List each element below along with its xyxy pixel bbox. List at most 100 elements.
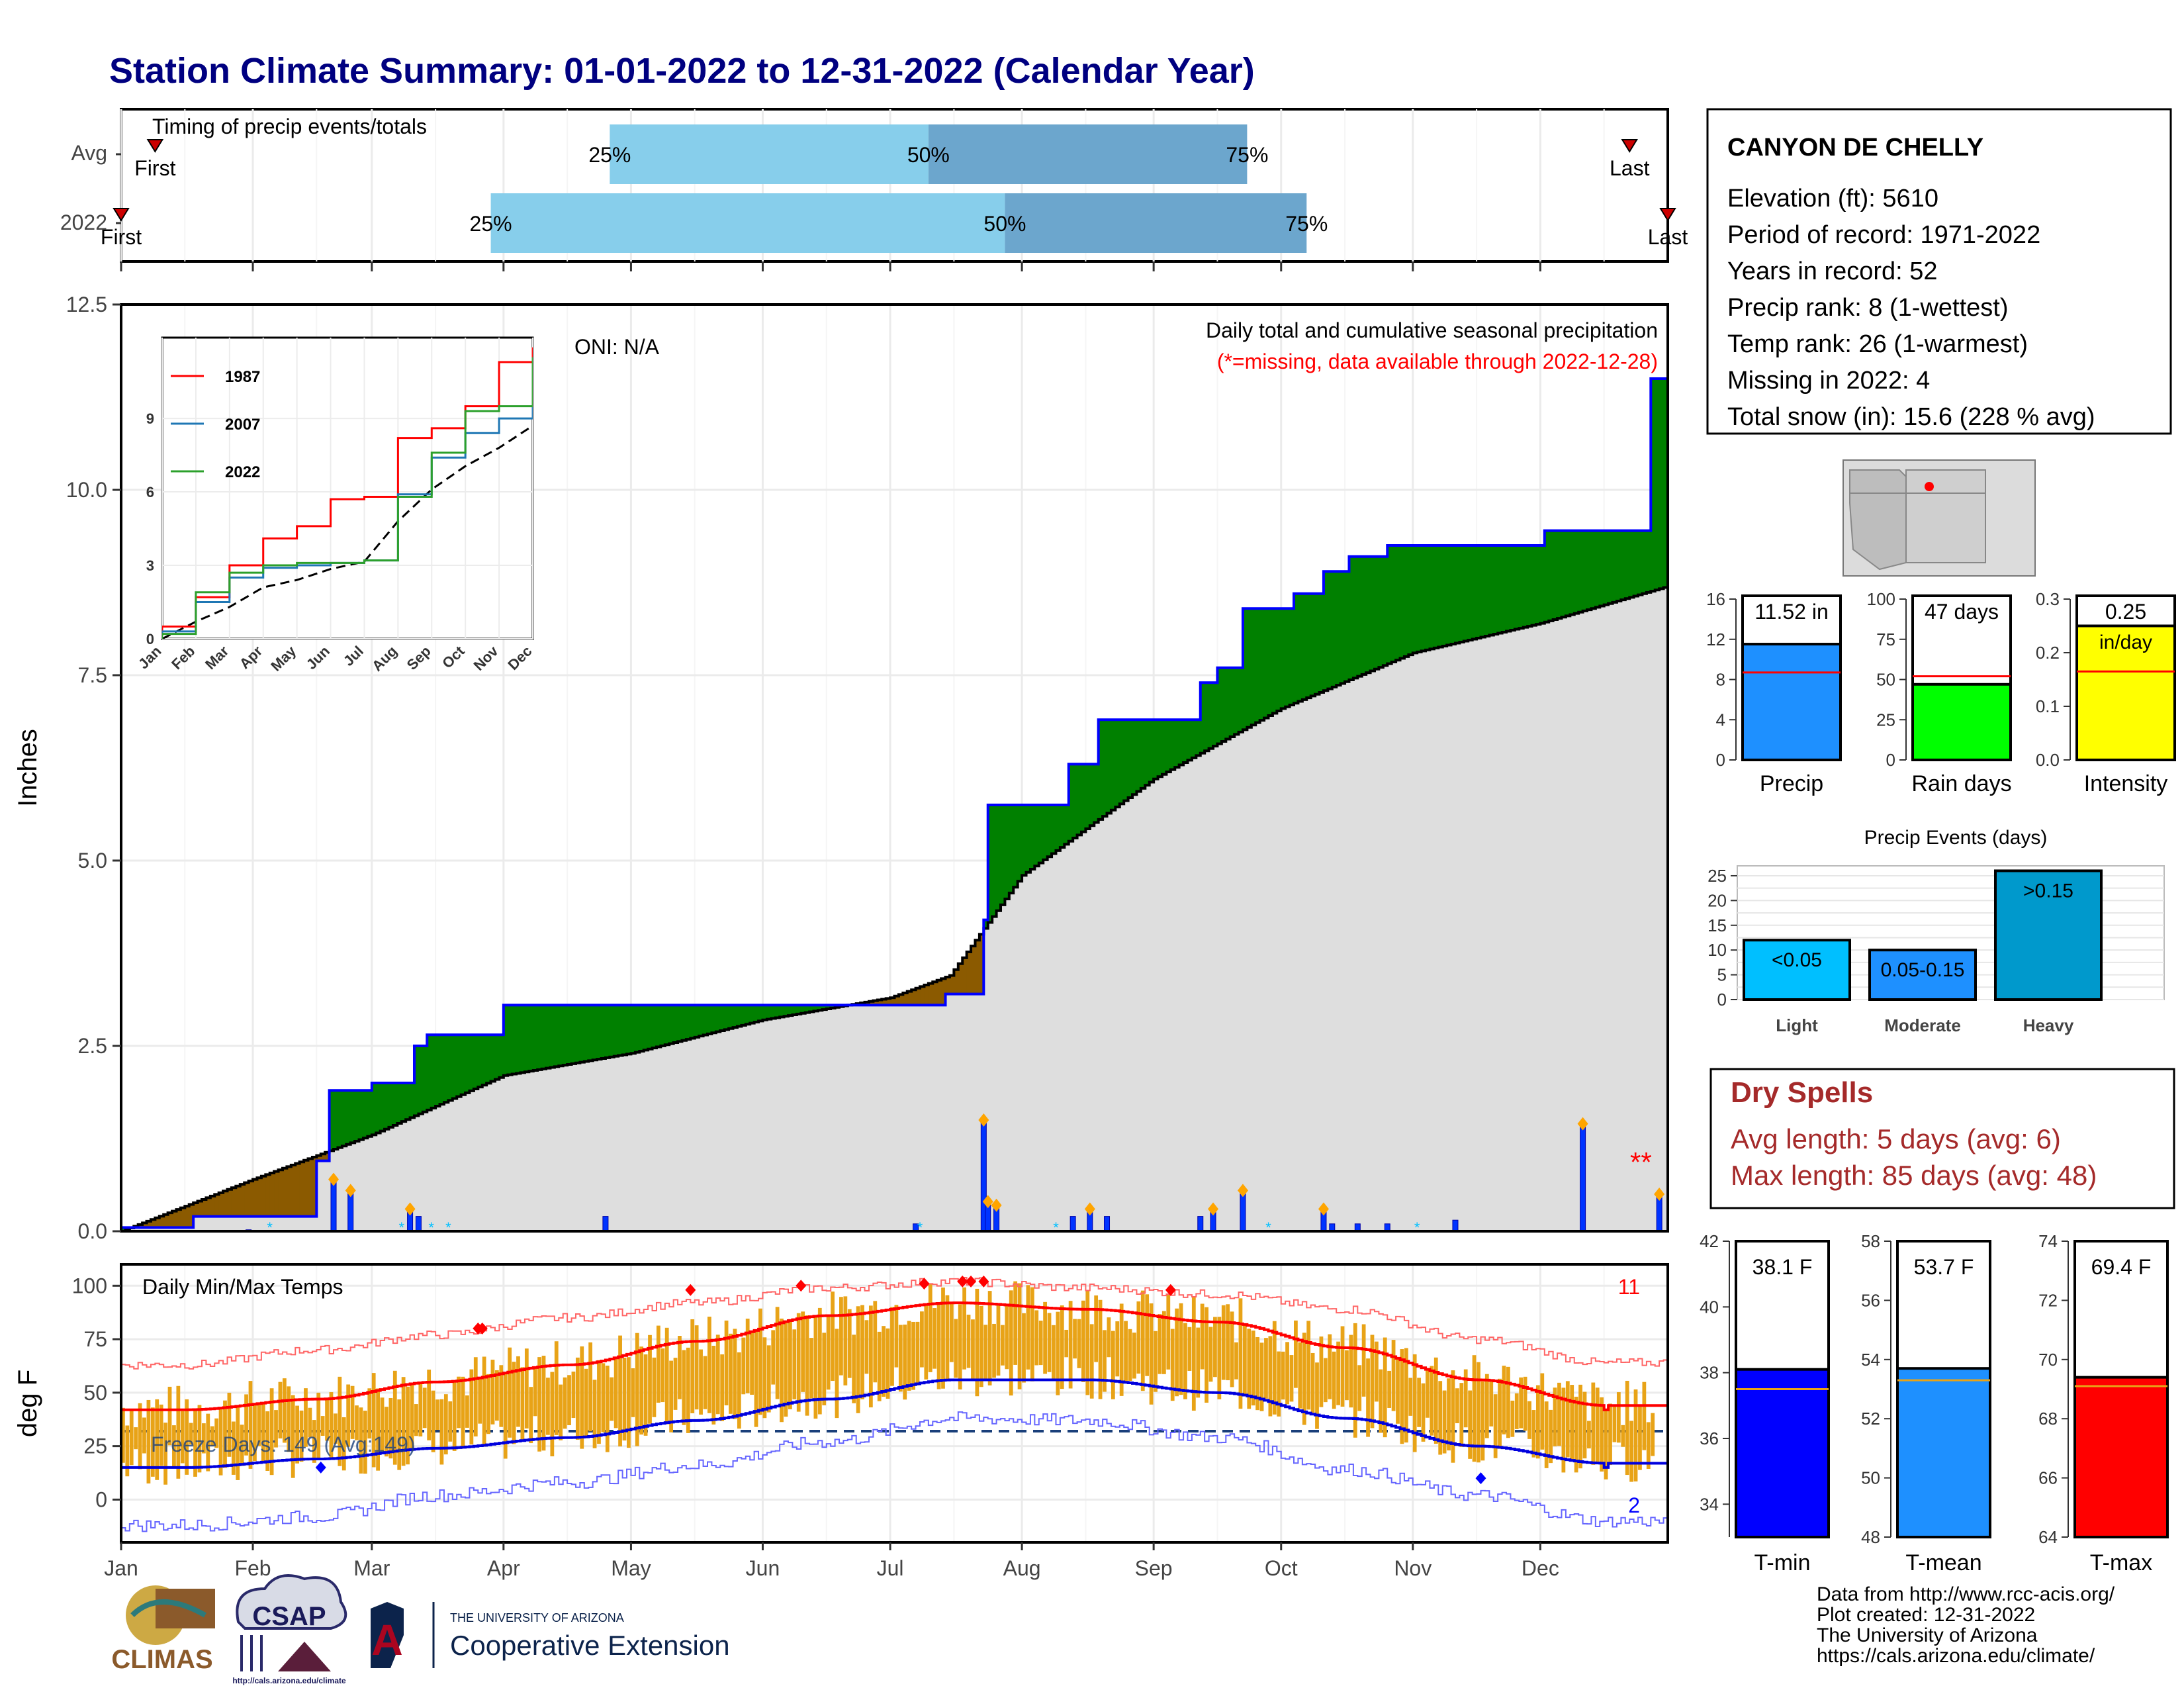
surplus-segment bbox=[1604, 530, 1609, 605]
surplus-segment bbox=[1200, 682, 1205, 753]
surplus-segment bbox=[618, 1005, 623, 1056]
daily-temp-range-bar bbox=[1183, 1323, 1187, 1399]
daily-temp-range-bar bbox=[1612, 1404, 1617, 1442]
daily-temp-range-bar bbox=[983, 1325, 988, 1380]
daily-temp-range-bar bbox=[1370, 1335, 1375, 1429]
deficit-segment bbox=[253, 1179, 258, 1217]
daily-temp-range-bar bbox=[563, 1377, 567, 1429]
surplus-segment bbox=[1272, 608, 1277, 714]
daily-temp-range-bar bbox=[159, 1404, 163, 1466]
temp-stat-value-label: 38.1 F bbox=[1752, 1255, 1813, 1279]
surplus-segment bbox=[605, 1005, 610, 1058]
deficit-segment bbox=[227, 1189, 232, 1217]
stat-tick-label: 0.0 bbox=[2036, 750, 2060, 770]
daily-temp-range-bar bbox=[1005, 1305, 1009, 1370]
daily-temp-range-bar bbox=[1527, 1401, 1531, 1439]
daily-temp-range-bar bbox=[788, 1319, 792, 1409]
daily-temp-range-bar bbox=[1349, 1335, 1353, 1408]
surplus-segment bbox=[1226, 667, 1231, 739]
daily-temp-range-bar bbox=[312, 1420, 316, 1463]
daily-temp-range-bar bbox=[1264, 1338, 1268, 1399]
timing-bar-q25-q50 bbox=[610, 124, 929, 184]
daily-temp-range-bar bbox=[490, 1360, 495, 1425]
surplus-segment bbox=[1081, 764, 1087, 832]
timing-quantile-label: 50% bbox=[983, 212, 1026, 236]
surplus-segment bbox=[503, 1005, 508, 1076]
deficit-segment bbox=[236, 1186, 241, 1217]
surplus-segment bbox=[1068, 764, 1073, 841]
daily-temp-range-bar bbox=[1306, 1321, 1311, 1410]
surplus-segment bbox=[643, 1005, 649, 1051]
precip-y-axis: 0.0 2.5 5.0 7.5 10.0 12.5 bbox=[66, 293, 121, 1243]
daily-temp-range-bar bbox=[1442, 1390, 1447, 1454]
surplus-segment bbox=[1527, 545, 1533, 627]
deficit-segment bbox=[877, 1000, 882, 1006]
surplus-segment bbox=[1608, 530, 1614, 604]
temp-stat-tick-label: 50 bbox=[1861, 1468, 1880, 1488]
surplus-segment bbox=[452, 1035, 457, 1099]
surplus-segment bbox=[1328, 571, 1333, 689]
surplus-segment bbox=[1426, 545, 1431, 650]
daily-temp-range-bar bbox=[418, 1382, 423, 1436]
deficit-segment bbox=[142, 1223, 148, 1228]
surplus-segment bbox=[1183, 720, 1189, 763]
events-bars: 0 5 10 15 20 25 <0.05 Light 0.05-0.15 Moderate >0.… bbox=[1707, 865, 2165, 1035]
record-high-marker bbox=[957, 1275, 968, 1288]
daily-temp-range-bar bbox=[1604, 1410, 1608, 1479]
surplus-segment bbox=[1591, 530, 1596, 609]
daily-temp-range-bar bbox=[567, 1375, 571, 1425]
stat-bar-Intensity bbox=[2075, 624, 2176, 761]
deficit-segment bbox=[248, 1181, 253, 1217]
temp-stat-tick-label: 58 bbox=[1861, 1231, 1880, 1251]
surplus-segment bbox=[410, 1083, 415, 1118]
events-bar-label: 0.05-0.15 bbox=[1881, 959, 1965, 981]
surplus-segment bbox=[1498, 545, 1503, 633]
daily-temp-range-bar bbox=[218, 1407, 223, 1476]
daily-temp-range-bar bbox=[660, 1348, 665, 1403]
daily-temp-range-bar bbox=[1081, 1300, 1085, 1382]
record-low-marker bbox=[1475, 1472, 1486, 1485]
daily-temp-range-bar bbox=[146, 1399, 151, 1484]
surplus-segment bbox=[784, 1005, 789, 1017]
daily-temp-range-bar bbox=[754, 1331, 758, 1427]
surplus-segment bbox=[1412, 545, 1418, 653]
daily-temp-range-bar bbox=[894, 1305, 899, 1368]
surplus-segment bbox=[711, 1005, 717, 1033]
surplus-segment bbox=[656, 1005, 661, 1047]
dry-max-length: Max length: 85 days (avg: 48) bbox=[1731, 1160, 2097, 1191]
surplus-segment bbox=[1493, 545, 1498, 635]
daily-temp-range-bar bbox=[643, 1354, 648, 1436]
arizona-shape bbox=[1849, 469, 1907, 571]
surplus-segment bbox=[1264, 608, 1269, 718]
temp-stat-tick-label: 66 bbox=[2038, 1468, 2058, 1488]
deficit-segment bbox=[873, 1000, 878, 1006]
daily-temp-range-bar bbox=[291, 1395, 295, 1478]
precip-panel: * * * * * * * * 0.02.55.07.510.012.5 Inches Dai… bbox=[13, 293, 1669, 1243]
deficit-segment bbox=[282, 1168, 287, 1217]
daily-temp-range-bar bbox=[873, 1301, 878, 1383]
daily-temp-range-bar bbox=[1226, 1304, 1230, 1381]
surplus-segment bbox=[1030, 805, 1035, 870]
stat-category-label: Intensity bbox=[2084, 771, 2168, 796]
surplus-segment bbox=[1052, 805, 1057, 854]
daily-temp-range-bar bbox=[1625, 1380, 1629, 1476]
daily-temp-range-bar bbox=[843, 1296, 848, 1385]
surplus-segment bbox=[121, 1227, 126, 1231]
daily-temp-range-bar bbox=[1345, 1350, 1349, 1401]
surplus-segment bbox=[1408, 545, 1414, 655]
daily-temp-range-bar bbox=[134, 1427, 138, 1450]
surplus-segment bbox=[1570, 530, 1575, 615]
surplus-segment bbox=[376, 1083, 381, 1133]
events-bar-Light bbox=[1743, 939, 1851, 1001]
daily-temp-range-bar bbox=[1489, 1381, 1494, 1427]
daily-temp-range-bar bbox=[1396, 1357, 1400, 1424]
daily-temp-range-bar bbox=[367, 1388, 372, 1439]
surplus-segment bbox=[427, 1035, 432, 1110]
stat-tick-label: 0.1 bbox=[2036, 696, 2060, 716]
surplus-segment bbox=[741, 1005, 747, 1025]
surplus-segment bbox=[1196, 720, 1201, 756]
surplus-segment bbox=[754, 1005, 759, 1023]
daily-temp-range-bar bbox=[1361, 1324, 1366, 1397]
surplus-segment bbox=[792, 1005, 797, 1015]
surplus-segment bbox=[1073, 764, 1078, 839]
